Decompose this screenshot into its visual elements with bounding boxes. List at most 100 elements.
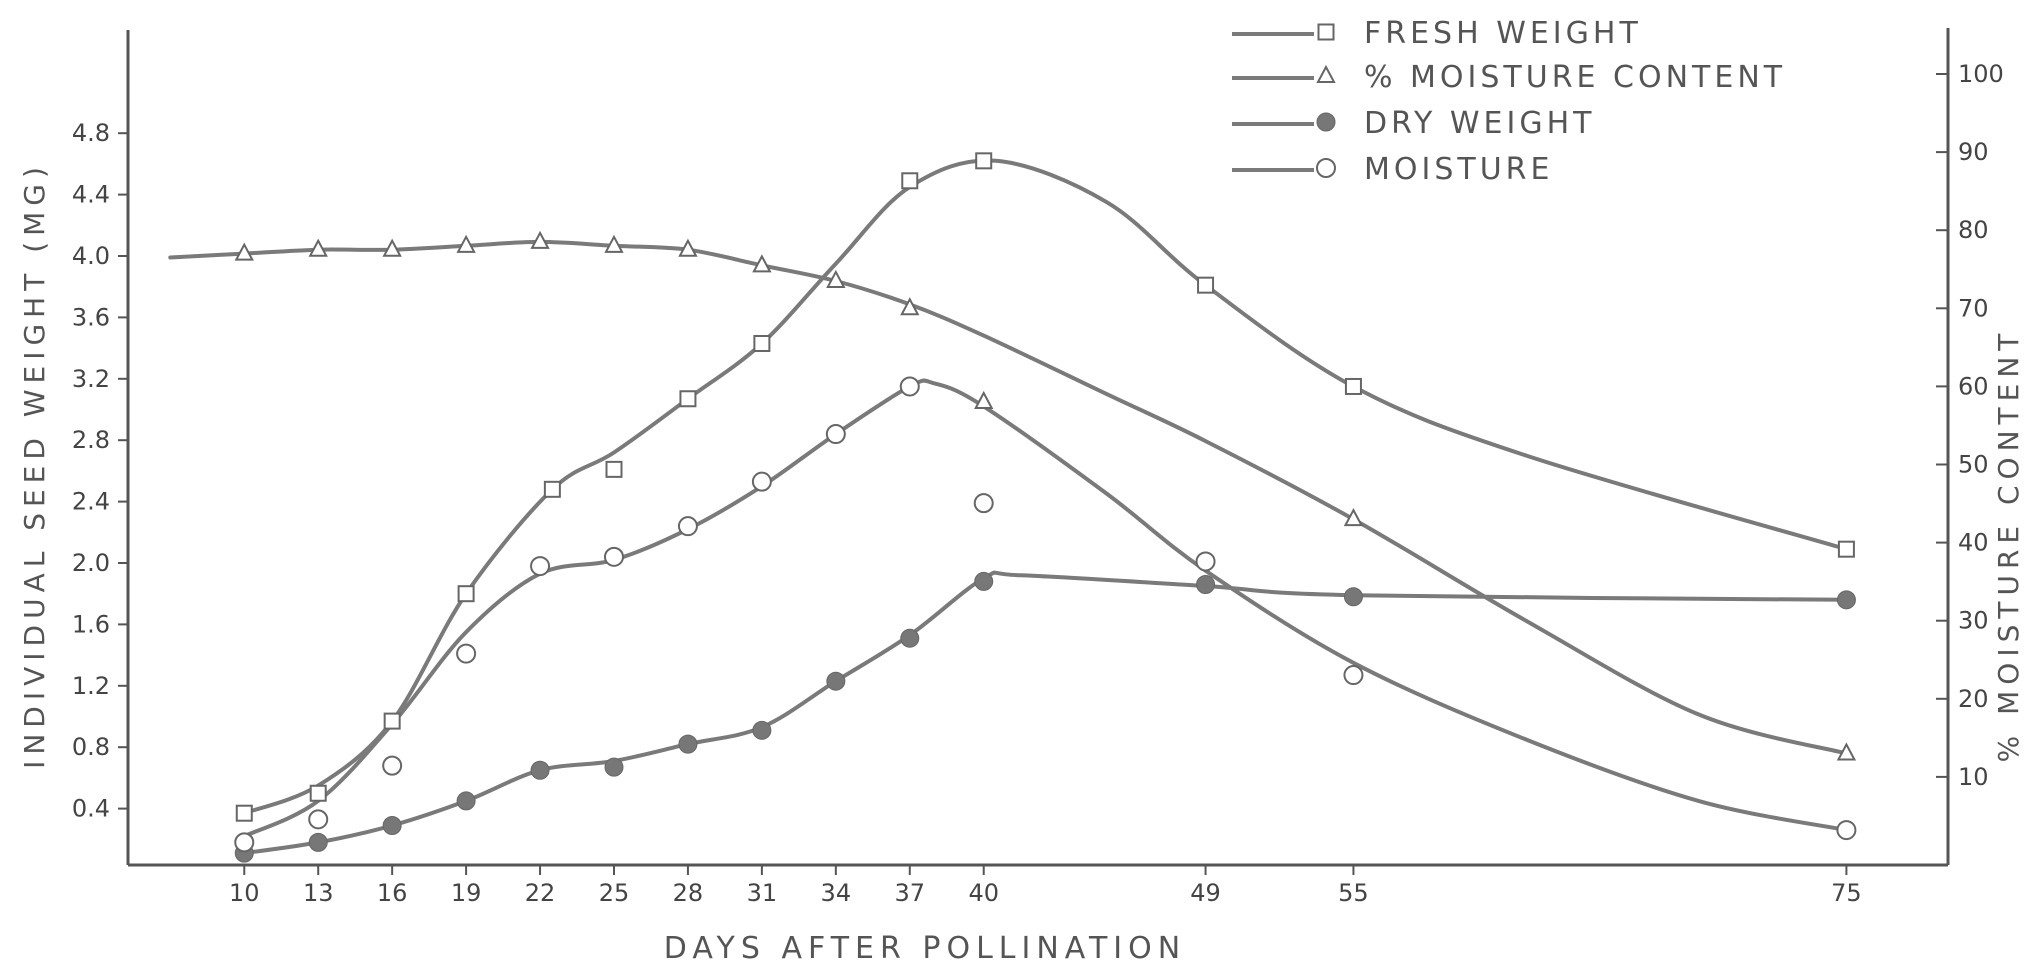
- data-point-moisture: [308, 809, 329, 830]
- data-point-moisture-content: [604, 234, 624, 253]
- data-point-moisture: [456, 643, 477, 664]
- series-markers: [234, 152, 1857, 863]
- y-tick-label: 4.0: [72, 242, 110, 270]
- data-point-fresh-weight: [457, 585, 475, 603]
- y-tick-label: 1.2: [72, 672, 110, 700]
- data-point-moisture-content: [900, 297, 920, 316]
- data-point-moisture: [677, 516, 698, 537]
- series-curves: [168, 158, 1849, 856]
- y2-tick-label: 20: [1958, 685, 1989, 713]
- y-tick-label: 1.6: [72, 610, 110, 638]
- data-point-dry-weight: [752, 720, 772, 740]
- y-tick-label: 2.4: [72, 488, 110, 516]
- data-point-fresh-weight: [1197, 276, 1215, 294]
- x-tick-label: 40: [968, 879, 999, 907]
- x-tick-label: 28: [673, 879, 704, 907]
- data-point-moisture: [825, 424, 846, 445]
- data-point-fresh-weight: [901, 172, 919, 190]
- data-point-moisture: [1343, 665, 1364, 686]
- y2-tick-label: 40: [1958, 529, 1989, 557]
- y-tick-label: 3.6: [72, 303, 110, 331]
- legend-label-moisture-content: % MOISTURE CONTENT: [1364, 60, 1786, 95]
- data-point-dry-weight: [1343, 587, 1363, 607]
- legend-marker-moisture-content: [1316, 64, 1336, 83]
- data-point-moisture-content: [1343, 508, 1364, 527]
- data-point-moisture: [382, 755, 403, 776]
- data-point-dry-weight: [974, 571, 994, 591]
- legend: FRESH WEIGHT % MOISTURE CONTENT DRY WEIGHT…: [1232, 16, 1786, 187]
- x-tick-label: 34: [821, 879, 852, 907]
- y2-tick-label: 70: [1958, 294, 1989, 322]
- data-point-fresh-weight: [1344, 377, 1362, 395]
- x-tick-label: 16: [377, 879, 408, 907]
- data-point-dry-weight: [1836, 590, 1856, 610]
- y2-tick-label: 30: [1958, 607, 1989, 635]
- y-tick-label: 2.8: [72, 426, 110, 454]
- data-point-fresh-weight: [383, 712, 401, 730]
- series-line-fresh-weight: [242, 158, 1849, 816]
- data-point-moisture-content: [826, 269, 846, 288]
- data-point-moisture: [234, 832, 255, 853]
- data-point-fresh-weight: [605, 460, 623, 478]
- x-tick-label: 25: [599, 879, 630, 907]
- legend-label-moisture: MOISTURE: [1364, 152, 1553, 187]
- data-point-dry-weight: [678, 734, 698, 754]
- x-tick-label: 55: [1338, 879, 1369, 907]
- legend-marker-dry-weight: [1316, 112, 1336, 132]
- data-point-dry-weight: [1196, 574, 1216, 594]
- data-point-moisture-content: [530, 230, 550, 249]
- data-point-moisture: [899, 376, 920, 397]
- y2-tick-label: 90: [1958, 138, 1989, 166]
- data-point-moisture-content: [456, 234, 476, 253]
- data-point-moisture: [603, 546, 624, 567]
- data-point-fresh-weight: [975, 152, 993, 170]
- y2-tick-label: 60: [1958, 372, 1989, 400]
- x-tick-label: 37: [894, 879, 925, 907]
- data-point-moisture: [1195, 551, 1216, 572]
- y2-tick-label: 100: [1958, 60, 2004, 88]
- data-point-dry-weight: [308, 832, 328, 852]
- y2-tick-label: 80: [1958, 216, 1989, 244]
- data-point-moisture-content: [752, 254, 772, 273]
- y-axis-title: INDIVIDUAL SEED WEIGHT (MG): [18, 161, 51, 769]
- data-point-dry-weight: [456, 791, 476, 811]
- data-point-fresh-weight: [309, 784, 327, 802]
- legend-marker-fresh-weight: [1317, 23, 1335, 41]
- data-point-dry-weight: [530, 760, 550, 780]
- data-point-moisture-content: [678, 238, 698, 257]
- data-point-dry-weight: [900, 628, 920, 648]
- legend-label-fresh-weight: FRESH WEIGHT: [1364, 16, 1642, 51]
- data-point-moisture: [1836, 820, 1857, 841]
- x-axis-title: DAYS AFTER POLLINATION: [664, 931, 1186, 966]
- y2-tick-label: 50: [1958, 451, 1989, 479]
- y-tick-label: 4.8: [72, 119, 110, 147]
- x-tick-label: 19: [451, 879, 482, 907]
- x-tick-label: 75: [1831, 879, 1862, 907]
- x-tick-label: 10: [229, 879, 260, 907]
- axes: 10 13 16 19 22 25 28 31 34 37 40 49 55 75 0.4 0.8 1.2 1.6…: [72, 28, 2004, 907]
- y2-tick-label: 10: [1958, 763, 1989, 791]
- data-point-fresh-weight: [753, 334, 771, 352]
- legend-label-dry-weight: DRY WEIGHT: [1364, 106, 1595, 141]
- y-tick-label: 0.4: [72, 795, 110, 823]
- data-point-moisture-content: [234, 242, 254, 261]
- data-point-moisture-content: [974, 390, 994, 410]
- data-point-moisture-content: [382, 238, 402, 257]
- data-point-fresh-weight: [1837, 540, 1855, 558]
- data-point-fresh-weight: [679, 390, 697, 408]
- y-tick-label: 3.2: [72, 365, 110, 393]
- series-line-moisture: [242, 378, 1849, 839]
- data-point-fresh-weight: [543, 480, 561, 498]
- data-point-moisture-content: [308, 238, 328, 257]
- y-tick-label: 2.0: [72, 549, 110, 577]
- legend-marker-moisture: [1316, 158, 1336, 178]
- data-point-moisture: [751, 471, 772, 492]
- data-point-dry-weight: [826, 671, 846, 691]
- x-tick-label: 31: [747, 879, 778, 907]
- y-tick-label: 0.8: [72, 733, 110, 761]
- y-tick-label: 4.4: [72, 181, 110, 209]
- data-point-moisture: [973, 493, 994, 514]
- data-point-moisture-content: [1836, 742, 1857, 761]
- data-point-fresh-weight: [235, 804, 253, 822]
